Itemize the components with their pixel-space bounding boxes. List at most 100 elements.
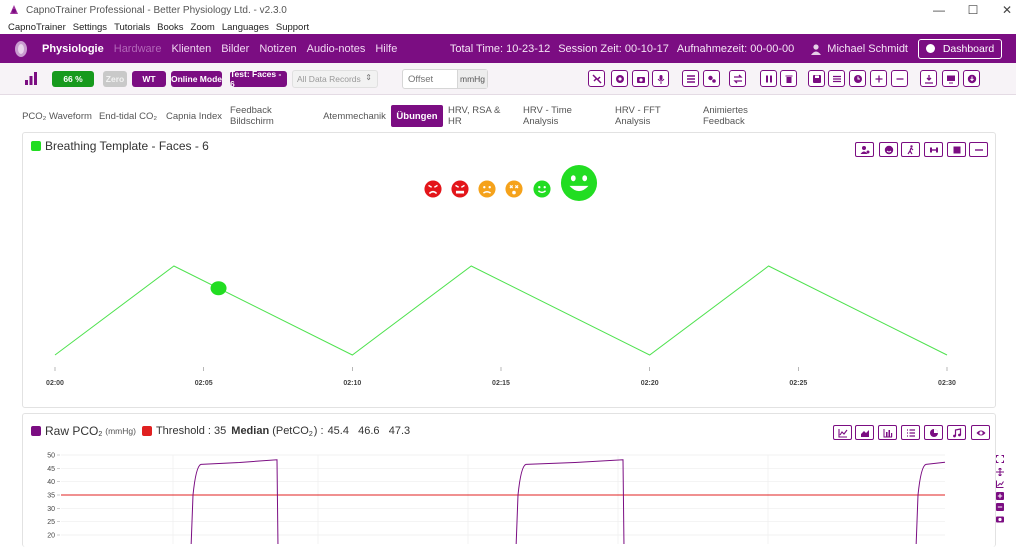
exchange-icon [733,74,743,84]
menu-settings[interactable]: Settings [73,22,107,33]
nav-notizen[interactable]: Notizen [259,43,296,55]
signal-bars-icon [24,71,38,85]
list-icon [686,74,696,84]
records-select-value: All Data Records [297,74,361,84]
raw-pco2-waveform [191,460,945,544]
records-select[interactable]: All Data Records ⇕ [292,70,378,88]
tab-capnia-index[interactable]: Capnia Index [165,105,223,127]
record-time: Aufnahmezeit: 00-00-00 [677,43,794,55]
offset-unit: mmHg [457,70,487,88]
y-tick-label: 45 [47,466,55,473]
user-name: Michael Schmidt [827,43,908,55]
save-button[interactable] [808,70,825,87]
tab-feedback-bildschirm[interactable]: Feedback Bildschirm [230,105,316,127]
zoom-out-button[interactable] [891,70,908,87]
breathing-template-line [55,266,947,355]
dashboard-button[interactable]: Dashboard [918,39,1002,59]
menu-button[interactable] [828,70,845,87]
select-arrows-icon: ⇕ [365,73,372,82]
wt-button[interactable]: WT [132,71,166,87]
tab-hrv-time-analysis[interactable]: HRV - Time Analysis [523,105,609,127]
y-tick-label: 20 [47,533,55,540]
total-time: Total Time: 10-23-12 [450,43,550,55]
online-mode-button[interactable]: Online Mode [171,71,222,87]
y-tick-label: 40 [47,479,55,486]
zoom-out-icon[interactable] [996,503,1004,511]
swap-button[interactable] [729,70,746,87]
plus-icon [874,74,884,84]
breathing-progress-marker [211,281,227,295]
display-button[interactable] [942,70,959,87]
test-button[interactable]: Test: Faces - 6 [230,71,287,87]
delete-button[interactable] [780,70,797,87]
nav-bilder[interactable]: Bilder [221,43,249,55]
disconnect-button[interactable] [588,70,605,87]
dashboard-label: Dashboard [943,43,994,55]
menu-support[interactable]: Support [276,22,309,33]
raw-pco2-panel: Raw PCO 2 (mmHg) Threshold : 35 Median (… [22,413,996,547]
offset-input[interactable] [403,70,457,88]
app-logo-icon [8,4,20,16]
list-button[interactable] [682,70,699,87]
clock-icon [853,74,863,84]
nav-hilfe[interactable]: Hilfe [375,43,397,55]
tab-animiertes-feedback[interactable]: Animiertes Feedback [703,105,791,127]
menu-capnotrainer[interactable]: CapnoTrainer [8,22,66,33]
menu-zoom[interactable]: Zoom [191,22,215,33]
offset-field[interactable]: mmHg [402,69,488,89]
user-icon [810,43,822,55]
nav-hardware[interactable]: Hardware [114,43,162,55]
minus-icon [895,74,905,84]
zero-button[interactable]: Zero [103,71,127,87]
microphone-button[interactable] [652,70,669,87]
control-toolbar: 66 % Zero WT Online Mode Test: Faces - 6… [0,63,1016,95]
download-circle-button[interactable] [963,70,980,87]
x-tick-label: 02:15 [492,380,510,387]
menu-languages[interactable]: Languages [222,22,269,33]
y-tick-label: 30 [47,506,55,513]
download-circle-icon [967,74,977,84]
zoom-in-button[interactable] [870,70,887,87]
tab-hrv-rsa-hr[interactable]: HRV, RSA & HR [448,105,516,127]
user-menu[interactable]: Michael Schmidt [810,43,908,55]
tab-atemmechanik[interactable]: Atemmechanik [322,105,387,127]
settings-button[interactable] [703,70,720,87]
tab-uebungen[interactable]: Übungen [391,105,443,127]
nav-audio-notes[interactable]: Audio-notes [307,43,366,55]
menu-bar: CapnoTrainer Settings Tutorials Books Zo… [0,20,1024,34]
pan-icon[interactable] [996,468,1004,476]
record-icon [615,74,625,84]
minimize-button[interactable]: — [922,0,956,20]
unlink-icon [592,74,602,84]
battery-badge: 66 % [52,71,94,87]
menu-tutorials[interactable]: Tutorials [114,22,150,33]
tab-pco2-waveform[interactable]: PCO₂ Waveform [22,105,92,127]
tab-hrv-fft-analysis[interactable]: HRV - FFT Analysis [615,105,697,127]
x-tick-label: 02:25 [789,380,807,387]
trend-icon[interactable] [996,480,1004,488]
clock-button[interactable] [849,70,866,87]
record-button[interactable] [611,70,628,87]
maximize-button[interactable]: ☐ [956,0,990,20]
pause-button[interactable] [760,70,777,87]
monitor-icon [946,74,956,84]
menu-books[interactable]: Books [157,22,183,33]
x-tick-label: 02:20 [641,380,659,387]
zoom-in-icon[interactable] [996,492,1004,500]
bars-icon [832,74,842,84]
nav-physiologie[interactable]: Physiologie [42,43,104,55]
x-tick-label: 02:00 [46,380,64,387]
close-button[interactable]: ✕ [990,0,1024,20]
y-tick-label: 25 [47,519,55,526]
tab-end-tidal-co2[interactable]: End-tidal CO₂ [98,105,158,127]
snapshot-icon[interactable] [996,515,1004,523]
nav-klienten[interactable]: Klienten [171,43,211,55]
x-tick-label: 02:10 [343,380,361,387]
select-zoom-icon[interactable] [996,455,1004,463]
download-button[interactable] [920,70,937,87]
camera-button[interactable] [632,70,649,87]
main-navbar: Physiologie Hardware Klienten Bilder Not… [0,34,1016,63]
